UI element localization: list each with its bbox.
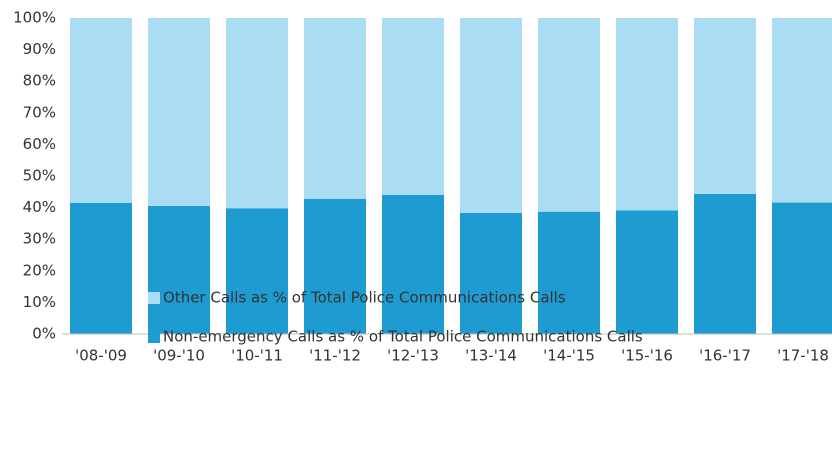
bar-segment	[616, 210, 678, 334]
bar-segment	[304, 198, 366, 334]
x-tick-label: '15-'16	[621, 347, 673, 365]
legend-swatch	[148, 331, 160, 343]
bar-segment	[148, 18, 210, 207]
y-tick-label: 100%	[13, 9, 56, 27]
legend-label: Other Calls as % of Total Police Communi…	[163, 289, 566, 307]
x-tick-label: '09-'10	[153, 347, 205, 365]
bar-segment	[382, 18, 444, 195]
bar-segment	[148, 206, 210, 334]
legend-label: Non-emergency Calls as % of Total Police…	[163, 328, 643, 346]
bar-segment	[460, 18, 522, 213]
bar-segment	[460, 212, 522, 334]
x-tick-label: '16-'17	[699, 347, 751, 365]
bar-segment	[70, 202, 132, 334]
x-tick-label: '12-'13	[387, 347, 439, 365]
x-tick-label: '17-'18	[777, 347, 829, 365]
y-tick-label: 40%	[23, 198, 56, 216]
y-tick-label: 20%	[23, 261, 56, 279]
bar-segment	[538, 18, 600, 212]
bar-segment	[538, 211, 600, 334]
y-tick-label: 0%	[32, 325, 56, 343]
bar-segment	[382, 194, 444, 334]
bar-segment	[616, 18, 678, 211]
x-tick-label: '10-'11	[231, 347, 283, 365]
bar-segment	[694, 194, 756, 334]
bar-segment	[70, 18, 132, 203]
bar-segment	[226, 18, 288, 209]
bar-segment	[304, 18, 366, 199]
x-tick-label: '11-'12	[309, 347, 361, 365]
y-tick-label: 30%	[23, 230, 56, 248]
y-tick-label: 90%	[23, 40, 56, 58]
bar-segment	[772, 18, 832, 203]
y-tick-label: 50%	[23, 167, 56, 185]
x-tick-label: '08-'09	[75, 347, 127, 365]
y-tick-label: 60%	[23, 135, 56, 153]
y-tick-label: 10%	[23, 293, 56, 311]
x-tick-label: '13-'14	[465, 347, 517, 365]
legend-swatch	[148, 292, 160, 304]
x-tick-label: '14-'15	[543, 347, 595, 365]
bar-segment	[226, 208, 288, 334]
bar-segment	[772, 202, 832, 334]
bar-segment	[694, 18, 756, 195]
y-tick-label: 80%	[23, 72, 56, 90]
y-tick-label: 70%	[23, 103, 56, 121]
